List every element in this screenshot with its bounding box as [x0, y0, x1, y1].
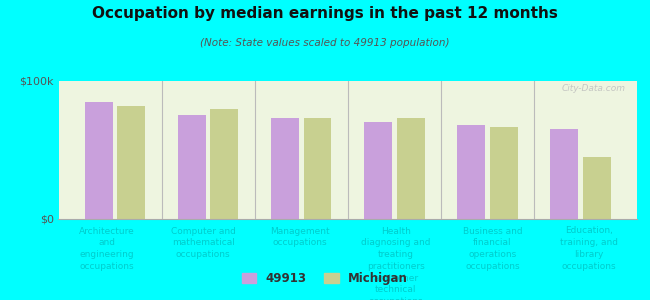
Text: Health
diagnosing and
treating
practitioners
and other
technical
occupations: Health diagnosing and treating practitio…: [361, 226, 431, 300]
Bar: [178, 116, 206, 219]
Bar: [457, 125, 485, 219]
Text: Education,
training, and
library
occupations: Education, training, and library occupat…: [560, 226, 618, 271]
Text: City-Data.com: City-Data.com: [562, 84, 625, 93]
Bar: [304, 118, 332, 219]
Bar: [550, 129, 578, 219]
Text: Occupation by median earnings in the past 12 months: Occupation by median earnings in the pas…: [92, 6, 558, 21]
Text: (Note: State values scaled to 49913 population): (Note: State values scaled to 49913 popu…: [200, 38, 450, 47]
Legend: 49913, Michigan: 49913, Michigan: [236, 266, 414, 291]
Text: Business and
financial
operations
occupations: Business and financial operations occupa…: [463, 226, 522, 271]
Bar: [211, 109, 239, 219]
Bar: [118, 106, 146, 219]
Bar: [84, 102, 112, 219]
Bar: [364, 122, 392, 219]
Bar: [583, 157, 611, 219]
Text: Management
occupations: Management occupations: [270, 226, 330, 247]
Bar: [271, 118, 299, 219]
Bar: [396, 118, 424, 219]
Bar: [489, 127, 517, 219]
Text: Architecture
and
engineering
occupations: Architecture and engineering occupations: [79, 226, 135, 271]
Text: Computer and
mathematical
occupations: Computer and mathematical occupations: [171, 226, 235, 259]
